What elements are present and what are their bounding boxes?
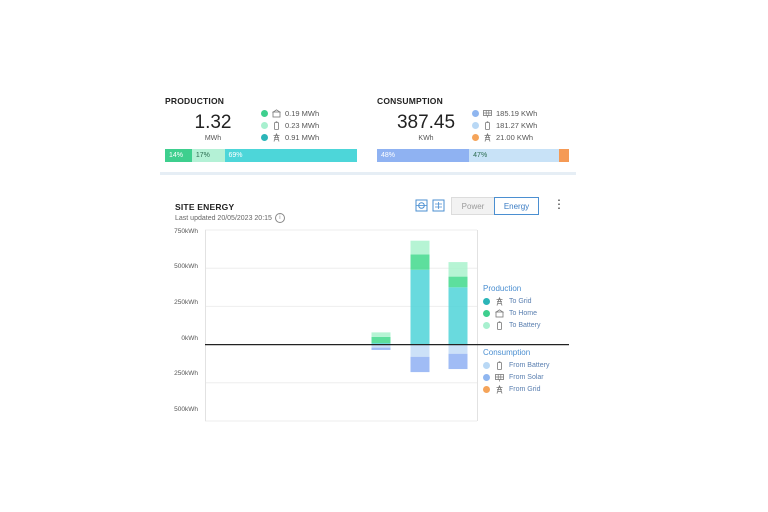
- production-grid-value: 0.91 MWh: [285, 133, 320, 142]
- legend-label: To Home: [509, 310, 538, 317]
- consumption-solar-value: 185.19 KWh: [496, 109, 538, 118]
- consumption-item-grid: 21.00 KWh: [472, 133, 533, 142]
- solar-panel-icon: [483, 109, 492, 118]
- y-tick-label: 0kWh: [181, 335, 198, 342]
- legend-dot: [483, 298, 490, 305]
- section-divider: [160, 172, 576, 175]
- table-view-icon[interactable]: [432, 199, 445, 212]
- y-tick-label: 500kWh: [174, 263, 198, 270]
- last-updated: Last updated 20/05/2023 20:15 i: [175, 213, 285, 223]
- battery-icon: [483, 121, 492, 130]
- legend-production-title: Production: [483, 284, 522, 293]
- consumption-dot: [472, 122, 479, 129]
- consumption-bar-segment: [559, 149, 569, 162]
- battery-icon: [272, 121, 281, 130]
- more-options-icon[interactable]: ⋮: [553, 197, 565, 211]
- legend-label: From Solar: [509, 374, 544, 381]
- home-icon: [272, 109, 281, 118]
- consumption-unit: KWh: [418, 135, 434, 142]
- legend-item-to-home[interactable]: To Home: [483, 309, 537, 318]
- y-tick-label: 750kWh: [174, 228, 198, 235]
- battery-icon: [495, 361, 504, 370]
- legend-label: To Grid: [509, 298, 532, 305]
- consumption-item-battery: 181.27 KWh: [472, 121, 537, 130]
- grid-tower-icon: [483, 133, 492, 142]
- last-updated-text: Last updated 20/05/2023 20:15: [175, 214, 272, 222]
- bar-from-battery: [371, 344, 391, 348]
- production-dot: [261, 122, 268, 129]
- site-energy-title: SITE ENERGY: [175, 202, 235, 212]
- consumption-item-solar: 185.19 KWh: [472, 109, 537, 118]
- legend-item-from-solar[interactable]: From Solar: [483, 373, 544, 382]
- legend-consumption-title: Consumption: [483, 348, 531, 357]
- grid-tower-icon: [495, 297, 504, 306]
- production-distribution-bar: 14% 17% 69%: [165, 149, 357, 162]
- consumption-dot: [472, 134, 479, 141]
- consumption-grid-value: 21.00 KWh: [496, 133, 534, 142]
- bar-to-battery: [371, 332, 391, 337]
- consumption-total: 387.45: [396, 112, 456, 133]
- legend-dot: [483, 322, 490, 329]
- bar-from-battery: [448, 344, 468, 354]
- production-item-home: 0.19 MWh: [261, 109, 319, 118]
- bar-to-home: [448, 276, 468, 288]
- y-tick-label: 250kWh: [174, 299, 198, 306]
- production-item-grid: 0.91 MWh: [261, 133, 319, 142]
- legend-dot: [483, 386, 490, 393]
- legend-label: To Battery: [509, 322, 541, 329]
- consumption-bar-segment: 47%: [469, 149, 560, 162]
- consumption-distribution-bar: 48% 47%: [377, 149, 569, 162]
- grid-tower-icon: [272, 133, 281, 142]
- production-item-battery: 0.23 MWh: [261, 121, 319, 130]
- legend-dot: [483, 374, 490, 381]
- production-home-value: 0.19 MWh: [285, 109, 320, 118]
- production-bar-segment: 14%: [165, 149, 192, 162]
- solar-panel-icon: [495, 373, 504, 382]
- legend-dot: [483, 310, 490, 317]
- power-toggle-button[interactable]: Power: [451, 197, 495, 215]
- production-battery-value: 0.23 MWh: [285, 121, 320, 130]
- legend-label: From Battery: [509, 362, 550, 369]
- bar-to-home: [410, 254, 430, 270]
- bar-from-solar: [371, 347, 391, 350]
- info-icon[interactable]: i: [274, 213, 285, 223]
- production-bar-segment: 69%: [224, 149, 357, 162]
- bar-to-battery: [448, 262, 468, 277]
- production-bar-segment: 17%: [191, 149, 225, 162]
- production-total: 1.32: [194, 112, 232, 133]
- y-tick-label: 250kWh: [174, 370, 198, 377]
- y-tick-label: 500kWh: [174, 406, 198, 413]
- production-title: PRODUCTION: [165, 96, 225, 106]
- bar-to-grid: [410, 269, 430, 345]
- bar-to-battery: [410, 240, 430, 255]
- grid-tower-icon: [495, 385, 504, 394]
- consumption-battery-value: 181.27 KWh: [496, 121, 538, 130]
- legend-item-from-grid[interactable]: From Grid: [483, 385, 541, 394]
- energy-toggle-button[interactable]: Energy: [494, 197, 539, 215]
- production-dot: [261, 134, 268, 141]
- bar-to-grid: [448, 287, 468, 345]
- consumption-dot: [472, 110, 479, 117]
- chart-view-icon[interactable]: [415, 199, 428, 212]
- battery-icon: [495, 321, 504, 330]
- home-icon: [495, 309, 504, 318]
- bar-to-home: [371, 336, 391, 344]
- site-energy-chart: [205, 229, 569, 422]
- bar-from-battery: [410, 344, 430, 357]
- bar-to-grid: [371, 343, 391, 345]
- bar-from-solar: [410, 356, 430, 373]
- legend-label: From Grid: [509, 386, 541, 393]
- bar-from-solar: [448, 353, 468, 370]
- legend-item-to-battery[interactable]: To Battery: [483, 321, 541, 330]
- legend-item-to-grid[interactable]: To Grid: [483, 297, 532, 306]
- production-dot: [261, 110, 268, 117]
- consumption-bar-segment: 48%: [377, 149, 470, 162]
- consumption-title: CONSUMPTION: [377, 96, 443, 106]
- production-unit: MWh: [204, 135, 222, 142]
- legend-dot: [483, 362, 490, 369]
- legend-item-from-battery[interactable]: From Battery: [483, 361, 549, 370]
